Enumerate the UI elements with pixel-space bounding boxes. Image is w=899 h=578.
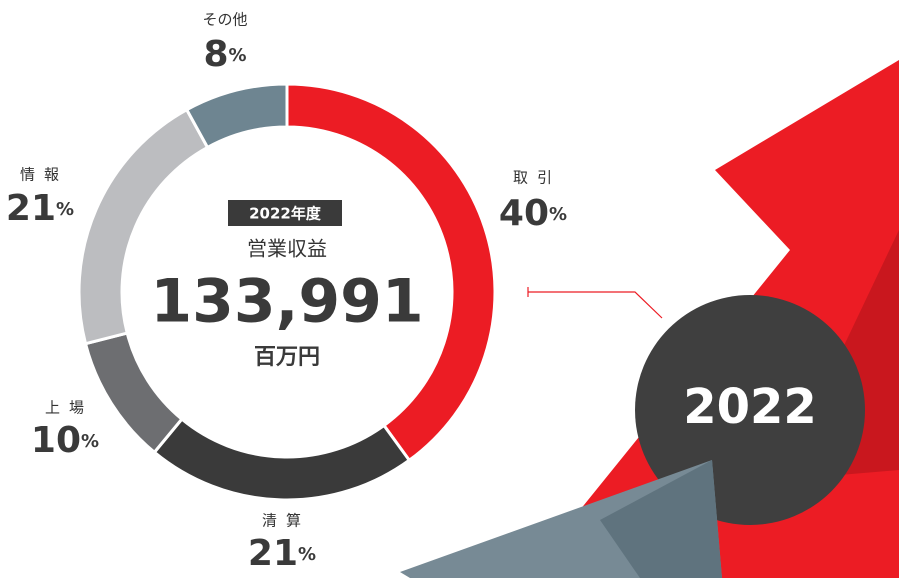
percent-value: 10 xyxy=(31,420,81,461)
percent-value: 8 xyxy=(203,34,228,75)
donut-segment xyxy=(184,82,289,150)
badge xyxy=(228,200,342,226)
center-label: 営業収益 xyxy=(247,237,327,261)
center-unit: 百万円 xyxy=(254,345,320,370)
donut-segment xyxy=(83,331,184,455)
year-text: 2022 xyxy=(683,379,817,435)
percent-value: 21 xyxy=(6,188,56,229)
percent-unit: % xyxy=(56,199,74,220)
category-label: 情報 xyxy=(20,166,68,184)
percent-value: 21 xyxy=(248,533,298,574)
donut xyxy=(77,82,497,502)
badge-text: 2022年度 xyxy=(249,205,322,223)
category-label: 清算 xyxy=(262,512,310,530)
percent-label: 21% xyxy=(248,533,316,574)
percent-unit: % xyxy=(229,45,247,66)
percent-value: 40 xyxy=(499,193,549,234)
percent-unit: % xyxy=(298,544,316,565)
percent-label: 21% xyxy=(6,188,74,229)
category-label: 上場 xyxy=(45,399,93,417)
donut-segment xyxy=(152,417,412,502)
percent-label: 10% xyxy=(31,420,99,461)
center-value: 133,991 xyxy=(150,267,423,337)
center: 2022年度 営業収益 133,991 百万円 xyxy=(150,200,424,370)
percent-unit: % xyxy=(81,431,99,452)
category-label: 取引 xyxy=(513,169,561,187)
gray-shape-shade xyxy=(600,460,722,578)
category-label: その他 xyxy=(202,11,247,29)
percent-label: 8% xyxy=(203,34,246,75)
decoration: 2022 xyxy=(400,60,899,578)
connector xyxy=(528,291,663,319)
percent-unit: % xyxy=(549,204,567,225)
percent-label: 40% xyxy=(499,193,567,234)
donut-segment xyxy=(285,82,497,463)
